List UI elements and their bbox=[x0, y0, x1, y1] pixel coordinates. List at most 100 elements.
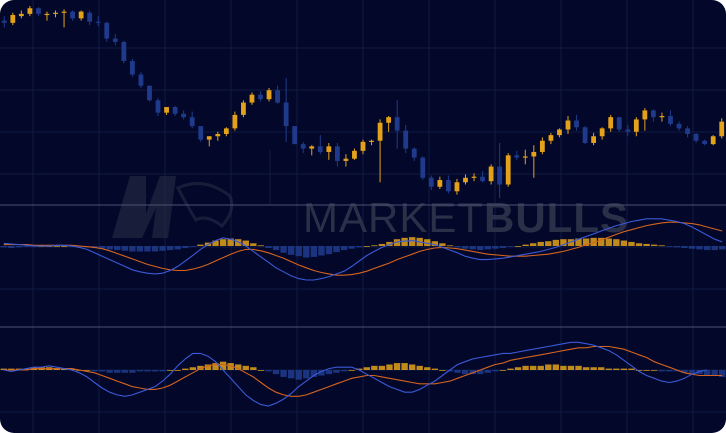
candle bbox=[104, 21, 110, 42]
histogram-bar bbox=[114, 246, 121, 251]
candle bbox=[403, 125, 409, 154]
candle bbox=[480, 171, 485, 183]
histogram-bar bbox=[620, 240, 628, 246]
histogram-bar bbox=[552, 239, 560, 246]
histogram-bar bbox=[650, 244, 658, 246]
histogram-bar bbox=[711, 246, 718, 251]
macd-pane-1 bbox=[0, 218, 726, 281]
watermark: MARKETBULLS bbox=[112, 176, 629, 241]
histogram-bar bbox=[613, 239, 620, 246]
candle bbox=[249, 92, 255, 105]
histogram-bar bbox=[461, 246, 469, 249]
histogram-bar bbox=[522, 365, 529, 370]
candle bbox=[266, 87, 272, 102]
histogram-bar bbox=[666, 246, 673, 247]
histogram-bar bbox=[461, 370, 469, 375]
histogram-bar bbox=[703, 246, 711, 251]
histogram-bar bbox=[159, 370, 166, 372]
candle bbox=[505, 153, 511, 187]
histogram-bar bbox=[431, 368, 439, 370]
histogram-bar bbox=[242, 240, 249, 246]
macd-line bbox=[3, 341, 708, 407]
candle bbox=[702, 139, 708, 146]
signal-line bbox=[3, 221, 723, 276]
histogram-bar bbox=[416, 365, 423, 370]
histogram-bar bbox=[598, 367, 605, 370]
candle bbox=[334, 142, 340, 167]
histogram-bar bbox=[325, 246, 333, 255]
histogram-bar bbox=[235, 364, 242, 370]
candle bbox=[454, 178, 460, 195]
candle bbox=[428, 175, 434, 191]
histogram-bar bbox=[643, 243, 650, 246]
histogram-bar bbox=[514, 367, 522, 370]
histogram-bar bbox=[356, 368, 363, 370]
histogram-bar bbox=[696, 246, 703, 250]
histogram-bar bbox=[212, 240, 219, 246]
histogram-bar bbox=[567, 365, 575, 370]
histogram-bar bbox=[182, 368, 189, 370]
histogram-bar bbox=[310, 370, 318, 377]
candle bbox=[685, 126, 690, 138]
histogram-bar bbox=[53, 246, 60, 247]
histogram-bar bbox=[492, 370, 499, 372]
histogram-bar bbox=[348, 246, 355, 249]
candle bbox=[44, 11, 50, 21]
histogram-bar bbox=[408, 364, 416, 370]
candle bbox=[164, 107, 169, 115]
candle bbox=[232, 111, 238, 131]
histogram-bar bbox=[590, 237, 597, 246]
candle bbox=[95, 16, 101, 27]
candle bbox=[215, 131, 221, 141]
histogram-bar bbox=[310, 246, 318, 257]
histogram-bar bbox=[582, 238, 590, 246]
candle bbox=[121, 40, 127, 64]
candle bbox=[223, 127, 229, 137]
candle bbox=[446, 175, 451, 194]
histogram-bar bbox=[484, 370, 491, 373]
histogram-bar bbox=[303, 246, 310, 258]
histogram-bar bbox=[23, 368, 30, 370]
candle bbox=[599, 127, 605, 140]
histogram-bar bbox=[499, 370, 507, 371]
candle bbox=[53, 10, 58, 18]
candle bbox=[172, 105, 178, 117]
histogram-bar bbox=[15, 246, 23, 248]
histogram-bar bbox=[703, 370, 711, 376]
candle bbox=[300, 141, 306, 154]
candle bbox=[531, 145, 537, 178]
candle bbox=[198, 126, 204, 142]
histogram-bar bbox=[189, 367, 197, 370]
histogram-bar bbox=[0, 368, 7, 370]
histogram-bar bbox=[340, 246, 348, 251]
histogram-bar bbox=[303, 370, 310, 379]
histogram-bar bbox=[477, 246, 484, 251]
histogram-bar bbox=[401, 237, 408, 246]
histogram-bar bbox=[212, 363, 219, 370]
candle bbox=[574, 114, 579, 131]
candle bbox=[608, 114, 614, 132]
histogram-bar bbox=[635, 370, 643, 371]
candle bbox=[471, 173, 477, 182]
candle bbox=[548, 132, 554, 145]
histogram-bar bbox=[144, 246, 151, 252]
histogram-bar bbox=[499, 246, 507, 249]
histogram-bar bbox=[129, 246, 136, 252]
candle bbox=[352, 148, 357, 160]
histogram-bar bbox=[529, 365, 537, 370]
histogram-bar bbox=[219, 239, 227, 246]
histogram-bar bbox=[265, 246, 272, 249]
candle bbox=[206, 136, 212, 147]
candle bbox=[275, 85, 280, 104]
price-pane bbox=[1, 6, 725, 198]
histogram-bar bbox=[15, 368, 23, 370]
histogram-bar bbox=[424, 367, 431, 370]
candle bbox=[557, 128, 562, 138]
histogram-bar bbox=[197, 244, 204, 246]
histogram-bar bbox=[507, 246, 514, 247]
watermark-text-bold: BULLS bbox=[484, 194, 629, 241]
candle bbox=[292, 126, 298, 145]
candle bbox=[1, 16, 7, 28]
candle bbox=[693, 132, 699, 143]
histogram-bar bbox=[8, 368, 15, 370]
